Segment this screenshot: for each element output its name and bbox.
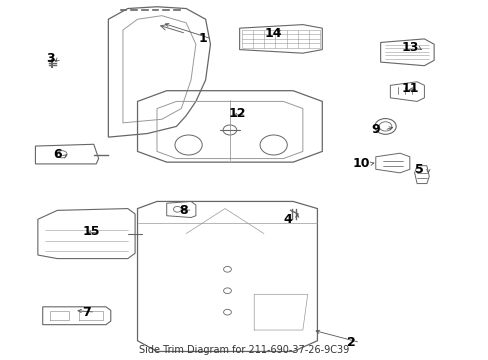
Text: 10: 10 — [352, 157, 369, 170]
Text: 12: 12 — [228, 107, 245, 120]
Text: 11: 11 — [400, 82, 418, 95]
Text: 15: 15 — [82, 225, 100, 238]
Text: 9: 9 — [371, 123, 379, 136]
Text: 3: 3 — [45, 52, 54, 65]
Text: 7: 7 — [82, 306, 91, 319]
Text: 6: 6 — [53, 148, 61, 162]
Text: 1: 1 — [199, 32, 207, 45]
Text: 13: 13 — [400, 41, 418, 54]
Text: 2: 2 — [346, 336, 355, 349]
Text: 4: 4 — [284, 213, 292, 226]
Text: Side Trim Diagram for 211-690-37-26-9C39: Side Trim Diagram for 211-690-37-26-9C39 — [139, 345, 349, 355]
Text: 8: 8 — [179, 204, 188, 217]
Text: 5: 5 — [414, 163, 423, 176]
Text: 14: 14 — [264, 27, 282, 40]
